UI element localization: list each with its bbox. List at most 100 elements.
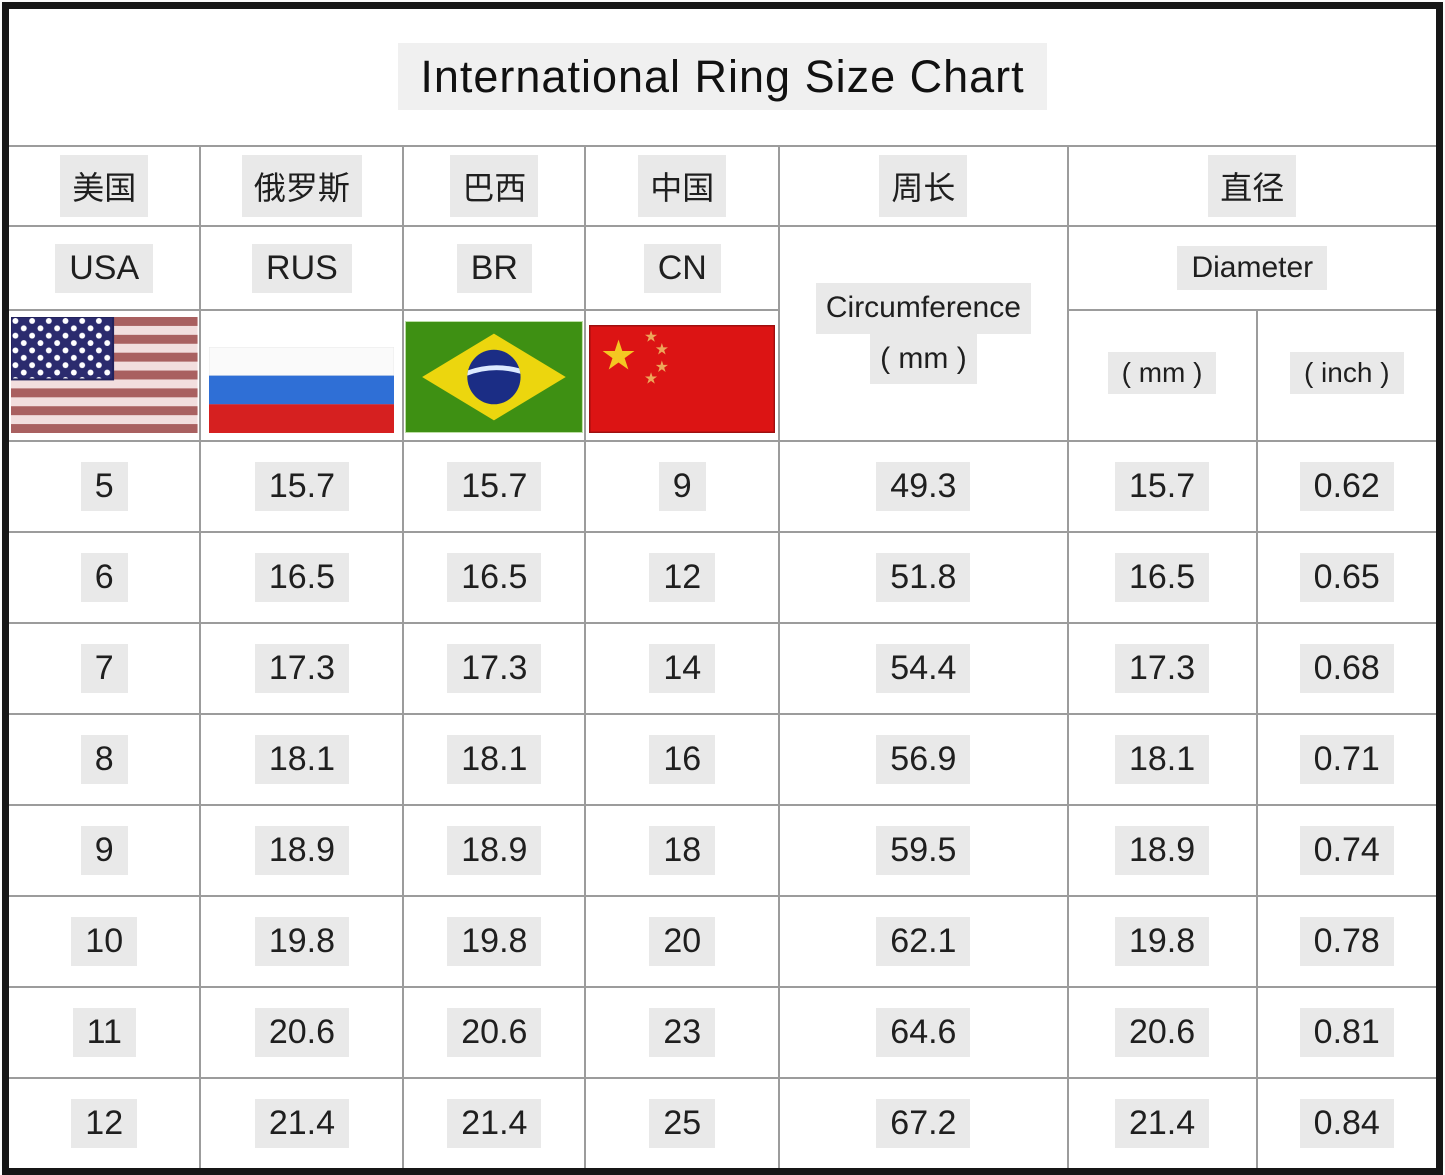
cell-value: 15.7	[447, 462, 542, 511]
cell-value: 0.65	[1299, 553, 1394, 602]
cell-value: 16.5	[1114, 553, 1210, 602]
cell-usa-size: 8	[4, 713, 202, 806]
cell-value: 18.1	[254, 735, 350, 784]
cell-value: 16.5	[447, 553, 542, 602]
cell-circumference-mm: 59.5	[778, 804, 1069, 897]
cell-value: 0.78	[1299, 917, 1394, 966]
cell-usa-size: 7	[4, 622, 202, 715]
cell-circumference-mm: 67.2	[778, 1077, 1069, 1173]
code-label-brazil: BR	[456, 243, 532, 293]
code-label-russia: RUS	[252, 243, 352, 293]
cell-value: 16	[649, 735, 716, 784]
cell-rus-size: 16.5	[199, 531, 405, 624]
cell-diameter-inch: 0.68	[1255, 622, 1441, 715]
cell-rus-size: 17.3	[199, 622, 405, 715]
cell-value: 59.5	[876, 826, 971, 875]
cell-value: 18.9	[447, 826, 542, 875]
cn-header-diameter: 直径	[1066, 145, 1441, 227]
cell-value: 20.6	[1114, 1008, 1210, 1057]
cell-diameter-inch: 0.71	[1255, 713, 1441, 806]
cell-br-size: 18.1	[402, 713, 587, 806]
cell-diameter-mm: 15.7	[1066, 440, 1258, 533]
table-row: 7 17.3 17.3 14 54.4 17.3 0.68	[4, 622, 1441, 715]
cell-diameter-mm: 17.3	[1066, 622, 1258, 715]
cell-cn-size: 12	[584, 531, 781, 624]
cell-br-size: 20.6	[402, 986, 587, 1079]
diameter-label: Diameter	[1177, 246, 1328, 290]
table-row: 5 15.7 15.7 9 49.3 15.7 0.62	[4, 440, 1441, 533]
cn-label-russia: 俄罗斯	[241, 155, 362, 217]
cell-circumference-mm: 54.4	[778, 622, 1069, 715]
usa-flag-cell	[4, 309, 202, 442]
cell-value: 19.8	[254, 917, 350, 966]
circumference-header: Circumference ( mm )	[781, 283, 1065, 384]
cell-value: 21.4	[254, 1099, 350, 1148]
cell-value: 12	[649, 553, 716, 602]
cell-value: 18.9	[1114, 826, 1210, 875]
cell-cn-size: 14	[584, 622, 781, 715]
circumference-unit-label: ( mm )	[870, 333, 977, 384]
cell-value: 10	[71, 917, 138, 966]
circumference-label: Circumference	[815, 283, 1031, 334]
cell-cn-size: 9	[584, 440, 781, 533]
cn-header-circumference: 周长	[778, 145, 1069, 227]
page-title: International Ring Size Chart	[398, 43, 1047, 110]
cell-value: 16.5	[254, 553, 350, 602]
cell-cn-size: 16	[584, 713, 781, 806]
cell-value: 23	[649, 1008, 716, 1057]
china-flag-icon	[589, 325, 776, 433]
cn-label-circumference: 周长	[879, 155, 968, 217]
cell-usa-size: 12	[4, 1077, 202, 1173]
cell-value: 56.9	[876, 735, 971, 784]
cell-value: 8	[80, 735, 128, 784]
cell-value: 19.8	[1114, 917, 1210, 966]
cell-usa-size: 11	[4, 986, 202, 1079]
cell-value: 7	[80, 644, 128, 693]
cell-br-size: 15.7	[402, 440, 587, 533]
cell-value: 64.6	[876, 1008, 971, 1057]
cell-value: 0.68	[1299, 644, 1394, 693]
cell-diameter-inch: 0.65	[1255, 531, 1441, 624]
cell-value: 49.3	[876, 462, 971, 511]
cell-br-size: 21.4	[402, 1077, 587, 1173]
china-flag-cell	[584, 309, 781, 442]
cell-diameter-inch: 0.84	[1255, 1077, 1441, 1173]
cell-br-size: 18.9	[402, 804, 587, 897]
cell-usa-size: 5	[4, 440, 202, 533]
cell-usa-size: 9	[4, 804, 202, 897]
table-row: 12 21.4 21.4 25 67.2 21.4 0.84	[4, 1077, 1441, 1173]
country-code-row: USA RUS BR CN Circumference ( mm ) Diame…	[4, 225, 1441, 442]
cell-diameter-inch: 0.81	[1255, 986, 1441, 1079]
cell-value: 0.74	[1299, 826, 1394, 875]
cell-value: 18.1	[447, 735, 542, 784]
cell-br-size: 16.5	[402, 531, 587, 624]
table-row: 11 20.6 20.6 23 64.6 20.6 0.81	[4, 986, 1441, 1079]
cell-value: 15.7	[254, 462, 350, 511]
cell-diameter-inch: 0.62	[1255, 440, 1441, 533]
cell-value: 9	[658, 462, 706, 511]
cell-value: 0.62	[1299, 462, 1394, 511]
brazil-flag-cell	[402, 309, 587, 442]
cell-value: 25	[649, 1099, 716, 1148]
cell-value: 20.6	[254, 1008, 350, 1057]
cn-header-usa: 美国	[4, 145, 202, 227]
cn-header-brazil: 巴西	[402, 145, 587, 227]
brazil-flag-icon	[405, 321, 584, 433]
code-brazil: BR	[402, 225, 587, 311]
cell-usa-size: 10	[4, 895, 202, 988]
cell-br-size: 17.3	[402, 622, 587, 715]
code-russia: RUS	[199, 225, 405, 311]
cell-usa-size: 6	[4, 531, 202, 624]
cell-diameter-mm: 18.9	[1066, 804, 1258, 897]
cell-br-size: 19.8	[402, 895, 587, 988]
cell-diameter-inch: 0.78	[1255, 895, 1441, 988]
table-row: 8 18.1 18.1 16 56.9 18.1 0.71	[4, 713, 1441, 806]
chinese-header-row: 美国 俄罗斯 巴西 中国 周长 直径	[4, 145, 1441, 227]
diameter-header-cell: Diameter	[1066, 225, 1441, 311]
cell-diameter-inch: 0.74	[1255, 804, 1441, 897]
cell-value: 18	[649, 826, 716, 875]
code-label-usa: USA	[55, 243, 154, 293]
cell-rus-size: 15.7	[199, 440, 405, 533]
cell-value: 20.6	[447, 1008, 542, 1057]
